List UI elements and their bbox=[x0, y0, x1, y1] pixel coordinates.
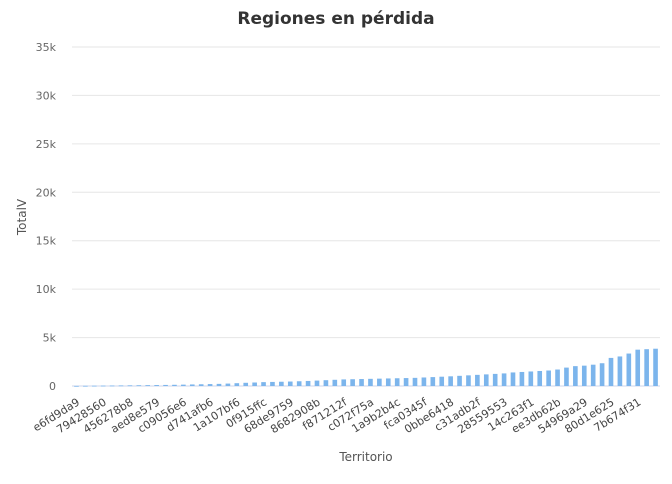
bar[interactable] bbox=[581, 365, 587, 386]
bar[interactable] bbox=[590, 364, 596, 386]
bar[interactable] bbox=[439, 376, 445, 386]
bar[interactable] bbox=[546, 370, 551, 387]
y-tick-label: 15k bbox=[36, 235, 57, 248]
bar[interactable] bbox=[216, 383, 222, 386]
bar[interactable] bbox=[537, 370, 543, 386]
bar[interactable] bbox=[448, 376, 453, 386]
bar[interactable] bbox=[287, 381, 293, 386]
bar[interactable] bbox=[403, 378, 409, 386]
bar[interactable] bbox=[377, 378, 382, 386]
bar[interactable] bbox=[109, 385, 115, 387]
gridlines bbox=[72, 46, 660, 387]
chart-title: Regiones en pérdida bbox=[237, 9, 434, 29]
bar[interactable] bbox=[243, 382, 249, 386]
bar[interactable] bbox=[296, 381, 302, 386]
bar[interactable] bbox=[91, 385, 97, 387]
y-tick-label: 30k bbox=[36, 89, 57, 102]
bar[interactable] bbox=[644, 349, 649, 386]
bar[interactable] bbox=[145, 385, 151, 386]
bar[interactable] bbox=[198, 384, 204, 386]
bar[interactable] bbox=[172, 384, 177, 386]
bar[interactable] bbox=[207, 384, 213, 386]
bar[interactable] bbox=[626, 353, 632, 386]
bar[interactable] bbox=[573, 366, 578, 386]
bar[interactable] bbox=[466, 375, 471, 386]
bar[interactable] bbox=[599, 363, 605, 386]
bar[interactable] bbox=[305, 380, 311, 386]
bar[interactable] bbox=[421, 377, 427, 386]
bar[interactable] bbox=[234, 383, 240, 386]
bar[interactable] bbox=[608, 357, 614, 386]
bar[interactable] bbox=[127, 385, 133, 387]
bar[interactable] bbox=[279, 381, 284, 386]
bar[interactable] bbox=[483, 374, 489, 386]
bar[interactable] bbox=[475, 374, 480, 386]
bar[interactable] bbox=[368, 378, 373, 386]
bar[interactable] bbox=[74, 385, 79, 387]
y-tick-label: 35k bbox=[36, 41, 57, 54]
y-tick-label: 25k bbox=[36, 138, 57, 151]
bar[interactable] bbox=[501, 373, 507, 386]
bar[interactable] bbox=[270, 381, 275, 386]
y-tick-label: 20k bbox=[36, 186, 57, 199]
bar[interactable] bbox=[430, 377, 436, 386]
bar[interactable] bbox=[617, 356, 623, 386]
bar[interactable] bbox=[314, 380, 320, 386]
bar[interactable] bbox=[492, 373, 498, 386]
bar[interactable] bbox=[252, 382, 257, 386]
bar[interactable] bbox=[412, 377, 418, 386]
bar[interactable] bbox=[100, 385, 106, 387]
bar[interactable] bbox=[154, 385, 159, 386]
y-tick-label: 0 bbox=[49, 380, 56, 393]
bar[interactable] bbox=[510, 372, 516, 386]
bar[interactable] bbox=[457, 375, 462, 386]
y-tick-label: 5k bbox=[43, 332, 57, 345]
bar[interactable] bbox=[359, 379, 364, 386]
x-axis-label: Territorio bbox=[338, 450, 392, 464]
bar[interactable] bbox=[83, 385, 88, 387]
bar[interactable] bbox=[653, 348, 658, 386]
x-axis-ticks: e6fd9da979428560456278b8aed8e579c09056e6… bbox=[31, 395, 644, 436]
bar[interactable] bbox=[341, 379, 347, 386]
bar[interactable] bbox=[181, 384, 186, 386]
bar[interactable] bbox=[394, 378, 400, 386]
bar[interactable] bbox=[519, 371, 525, 386]
bar[interactable] bbox=[163, 384, 168, 386]
bar[interactable] bbox=[225, 383, 231, 386]
bar[interactable] bbox=[332, 379, 338, 386]
bar[interactable] bbox=[385, 378, 391, 386]
y-axis-label: TotalV bbox=[15, 198, 29, 236]
bar[interactable] bbox=[564, 367, 569, 386]
bar[interactable] bbox=[261, 382, 266, 386]
y-axis-ticks: 0 5k 10k 15k 20k 25k 30k 35k bbox=[36, 41, 57, 393]
bar[interactable] bbox=[323, 380, 329, 386]
bar[interactable] bbox=[136, 385, 142, 387]
bar[interactable] bbox=[118, 385, 124, 387]
y-tick-label: 10k bbox=[36, 283, 57, 296]
bars bbox=[74, 348, 658, 387]
bar[interactable] bbox=[555, 369, 560, 386]
bar[interactable] bbox=[350, 379, 355, 386]
bar[interactable] bbox=[189, 384, 195, 386]
bar[interactable] bbox=[528, 371, 534, 386]
bar[interactable] bbox=[635, 349, 641, 386]
